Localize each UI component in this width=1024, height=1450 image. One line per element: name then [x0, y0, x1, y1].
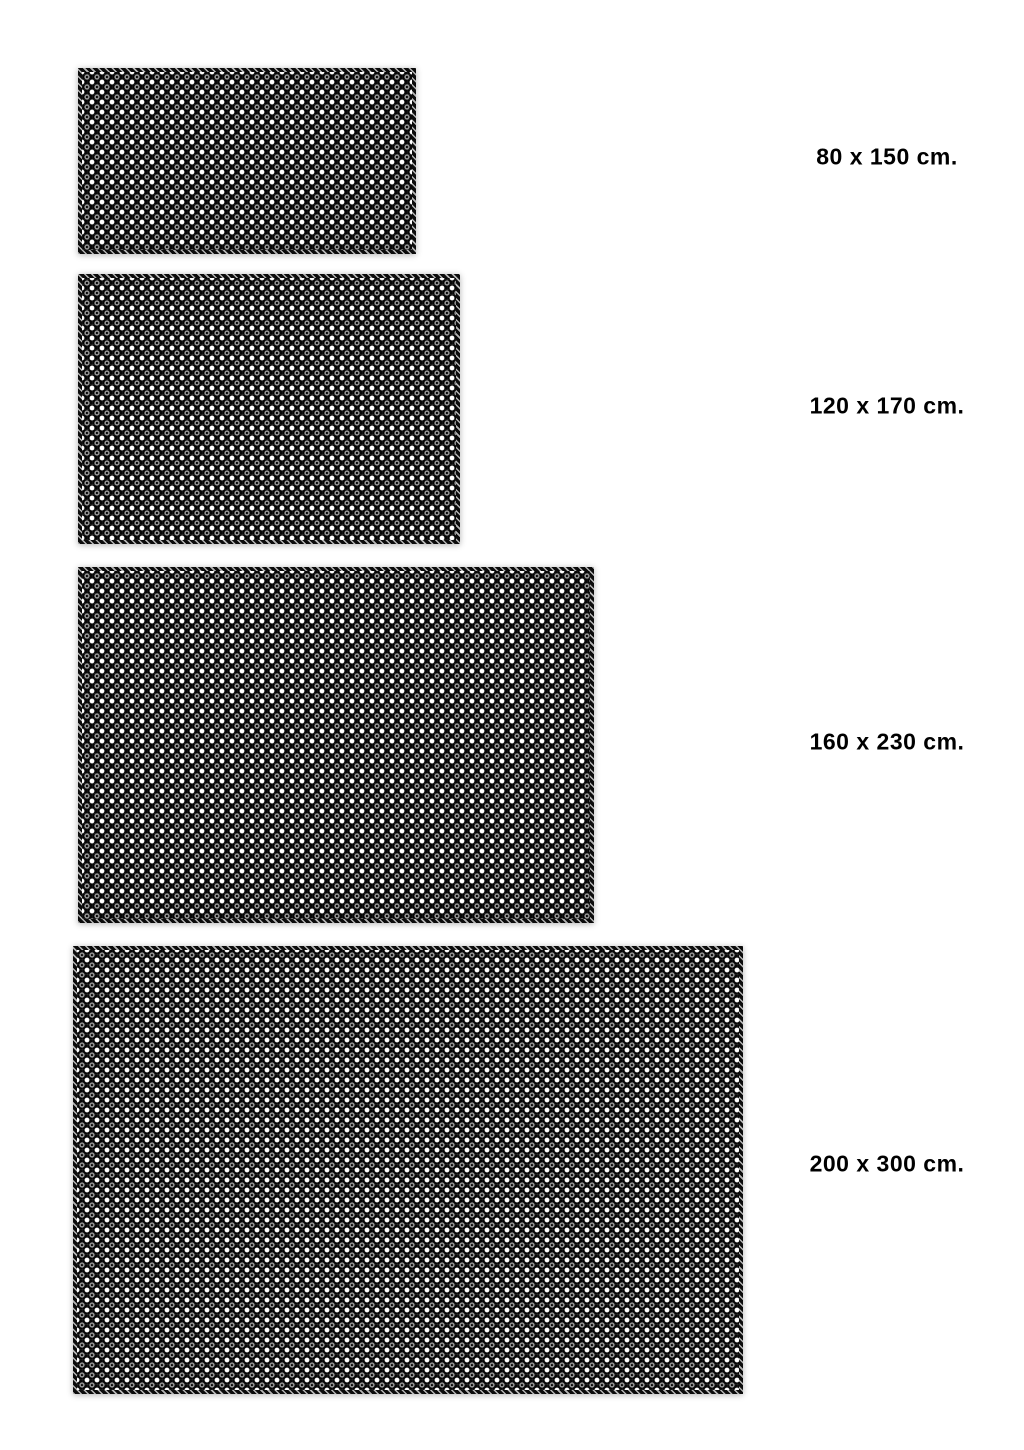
size-label-120x170: 120 x 170 cm.: [809, 392, 965, 419]
rug-swatch-160x230: [78, 567, 594, 923]
rug-swatch-80x150: [78, 68, 416, 254]
rug-swatch-120x170: [78, 274, 460, 544]
size-label-200x300: 200 x 300 cm.: [809, 1150, 965, 1177]
size-label-80x150: 80 x 150 cm.: [816, 143, 958, 170]
size-label-160x230: 160 x 230 cm.: [809, 728, 965, 755]
rug-swatch-200x300: [73, 946, 743, 1394]
